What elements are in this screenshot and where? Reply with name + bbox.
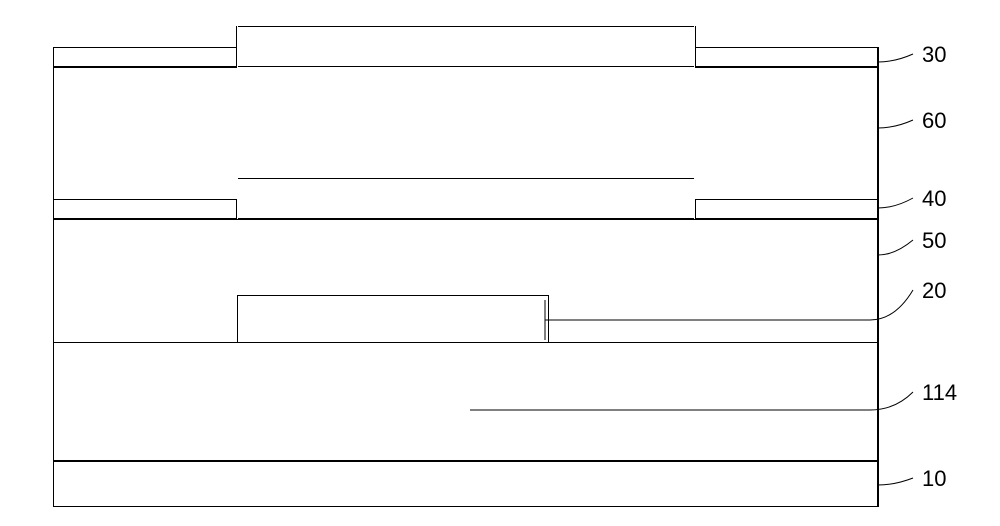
- diagram-stage: 30 60 40 50 20 114 10: [0, 0, 1000, 526]
- layer-20: [237, 295, 549, 342]
- layer-114: [53, 342, 878, 461]
- layer-60-right: [695, 67, 878, 199]
- label-10: 10: [922, 466, 946, 492]
- layer-40-right: [695, 199, 878, 219]
- layer-40-center: [237, 178, 695, 219]
- label-40: 40: [922, 186, 946, 212]
- label-20: 20: [922, 278, 946, 304]
- layer-30-center: [237, 26, 695, 67]
- layer-60-center: [237, 67, 695, 178]
- leader-50: [878, 240, 913, 255]
- leader-10: [878, 478, 913, 485]
- layer-30-step-r: [694, 26, 696, 67]
- outer-right-wall: [878, 47, 879, 507]
- outer-left-wall: [53, 47, 54, 507]
- leader-30: [878, 54, 913, 62]
- layer-60-left: [53, 67, 237, 199]
- leader-60: [878, 120, 913, 128]
- label-50: 50: [922, 228, 946, 254]
- label-60: 60: [922, 108, 946, 134]
- label-114: 114: [922, 380, 957, 406]
- layer-30-right: [695, 47, 878, 67]
- label-30: 30: [922, 42, 946, 68]
- layer-30-step-l: [236, 26, 238, 67]
- layer-30-left: [53, 47, 237, 67]
- leader-40: [878, 198, 913, 208]
- layer-40-left: [53, 199, 237, 219]
- layer-10: [53, 461, 878, 507]
